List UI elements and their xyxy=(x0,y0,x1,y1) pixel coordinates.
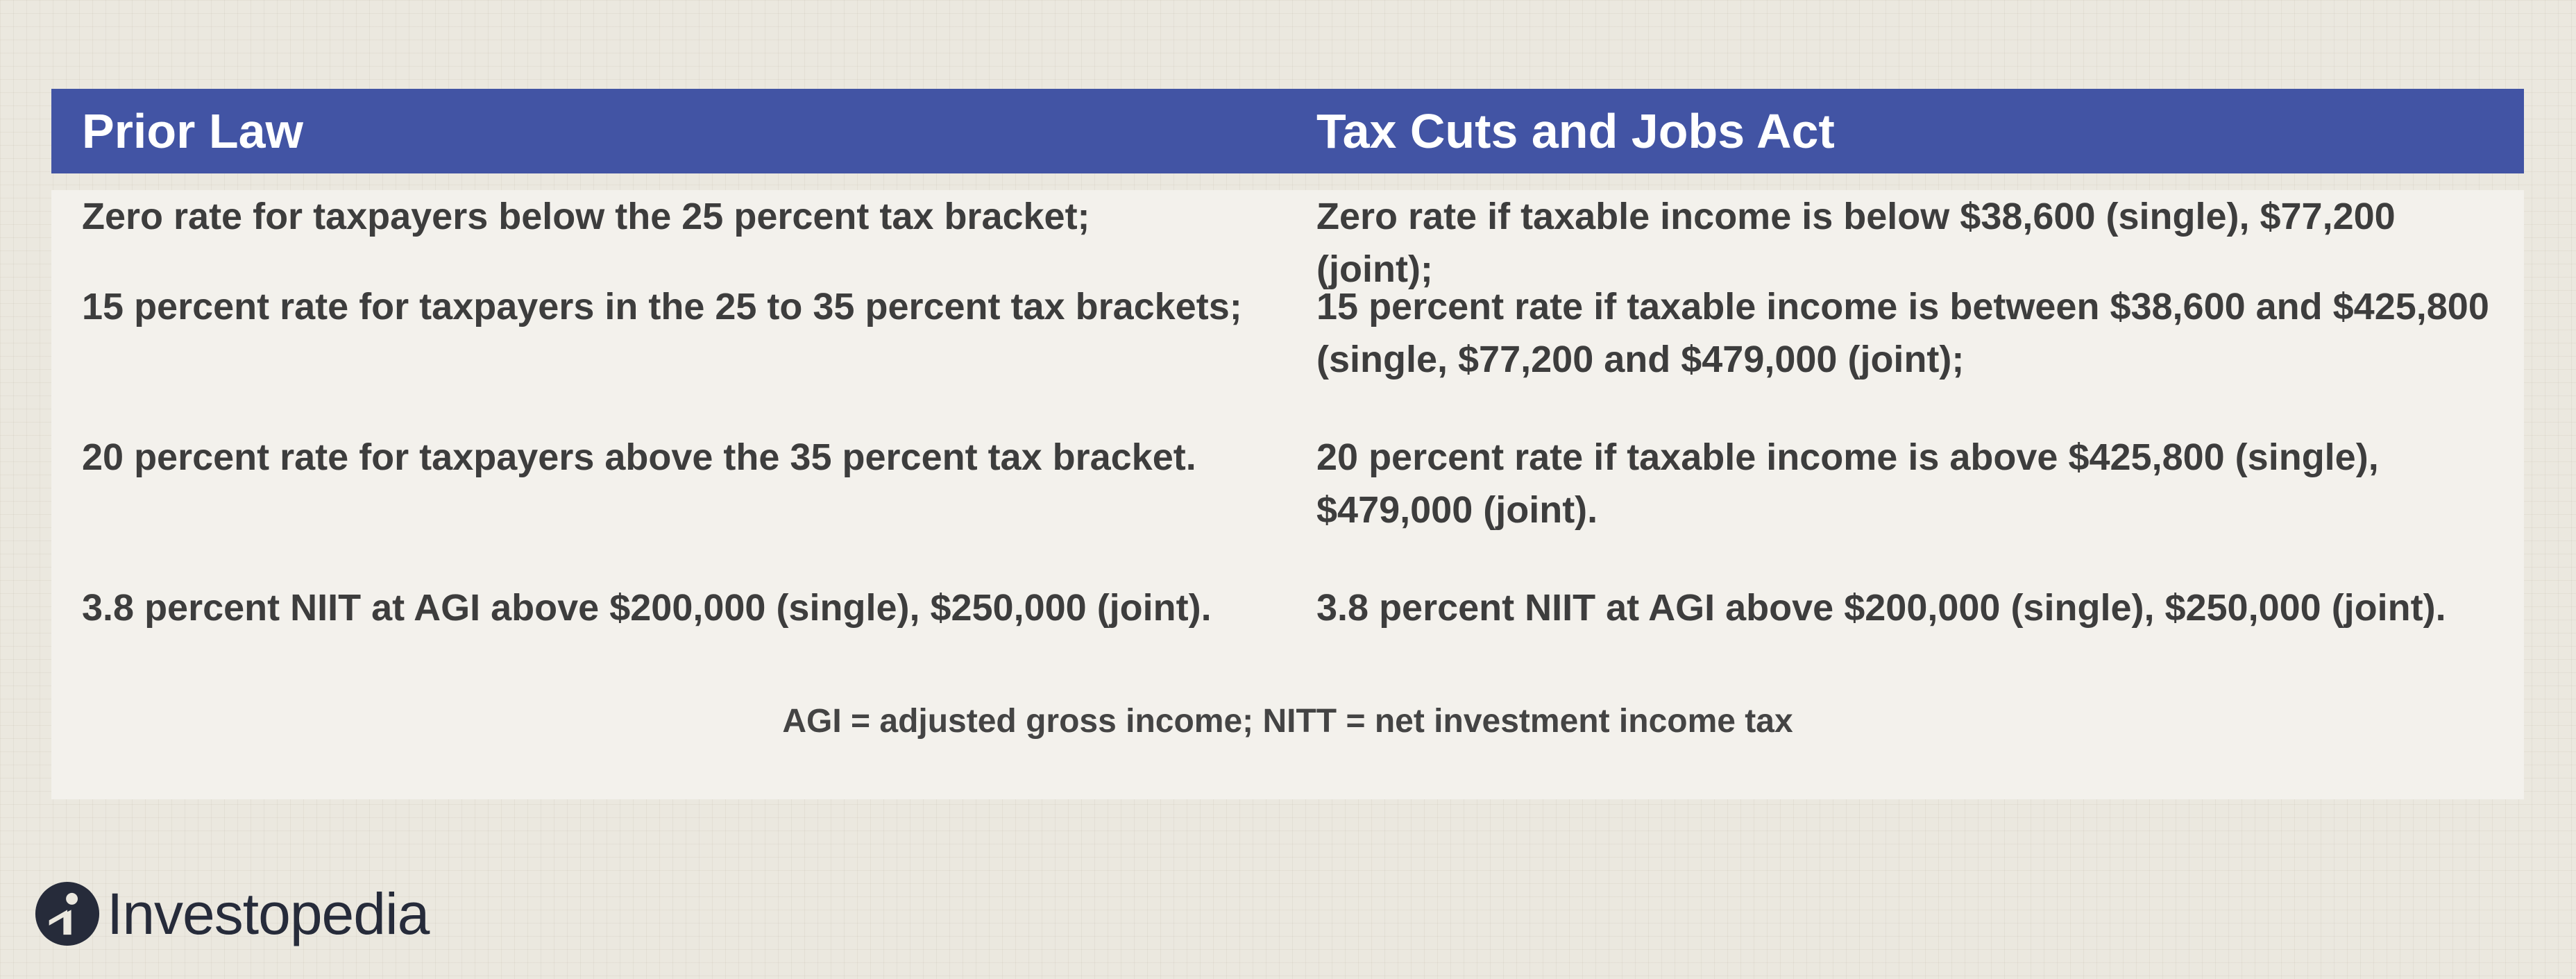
table-body: Zero rate for taxpayers below the 25 per… xyxy=(51,190,2524,799)
brand-logo: Investopedia xyxy=(35,880,430,948)
tcja-row-3: 20 percent rate if taxable income is abo… xyxy=(1316,436,2379,531)
investopedia-i-logo-icon xyxy=(35,881,100,946)
table-footnote: AGI = adjusted gross income; NITT = net … xyxy=(782,703,1793,740)
table-header: Prior Law Tax Cuts and Jobs Act xyxy=(51,89,2524,173)
comparison-table: Prior Law Tax Cuts and Jobs Act Zero rat… xyxy=(51,89,2524,799)
tcja-row-4: 3.8 percent NIIT at AGI above $200,000 (… xyxy=(1316,587,2446,629)
prior-law-row-4: 3.8 percent NIIT at AGI above $200,000 (… xyxy=(82,587,1212,629)
prior-law-row-2: 15 percent rate for taxpayers in the 25 … xyxy=(82,286,1242,327)
prior-law-row-1: Zero rate for taxpayers below the 25 per… xyxy=(82,196,1090,237)
prior-law-row-3: 20 percent rate for taxpayers above the … xyxy=(82,436,1196,478)
brand-name: Investopedia xyxy=(107,881,430,946)
header-prior-law: Prior Law xyxy=(82,104,303,158)
tcja-row-1: Zero rate if taxable income is below $38… xyxy=(1316,196,2396,290)
tcja-row-2: 15 percent rate if taxable income is bet… xyxy=(1316,286,2489,380)
header-tax-cuts-and-jobs-act: Tax Cuts and Jobs Act xyxy=(1316,104,1835,158)
